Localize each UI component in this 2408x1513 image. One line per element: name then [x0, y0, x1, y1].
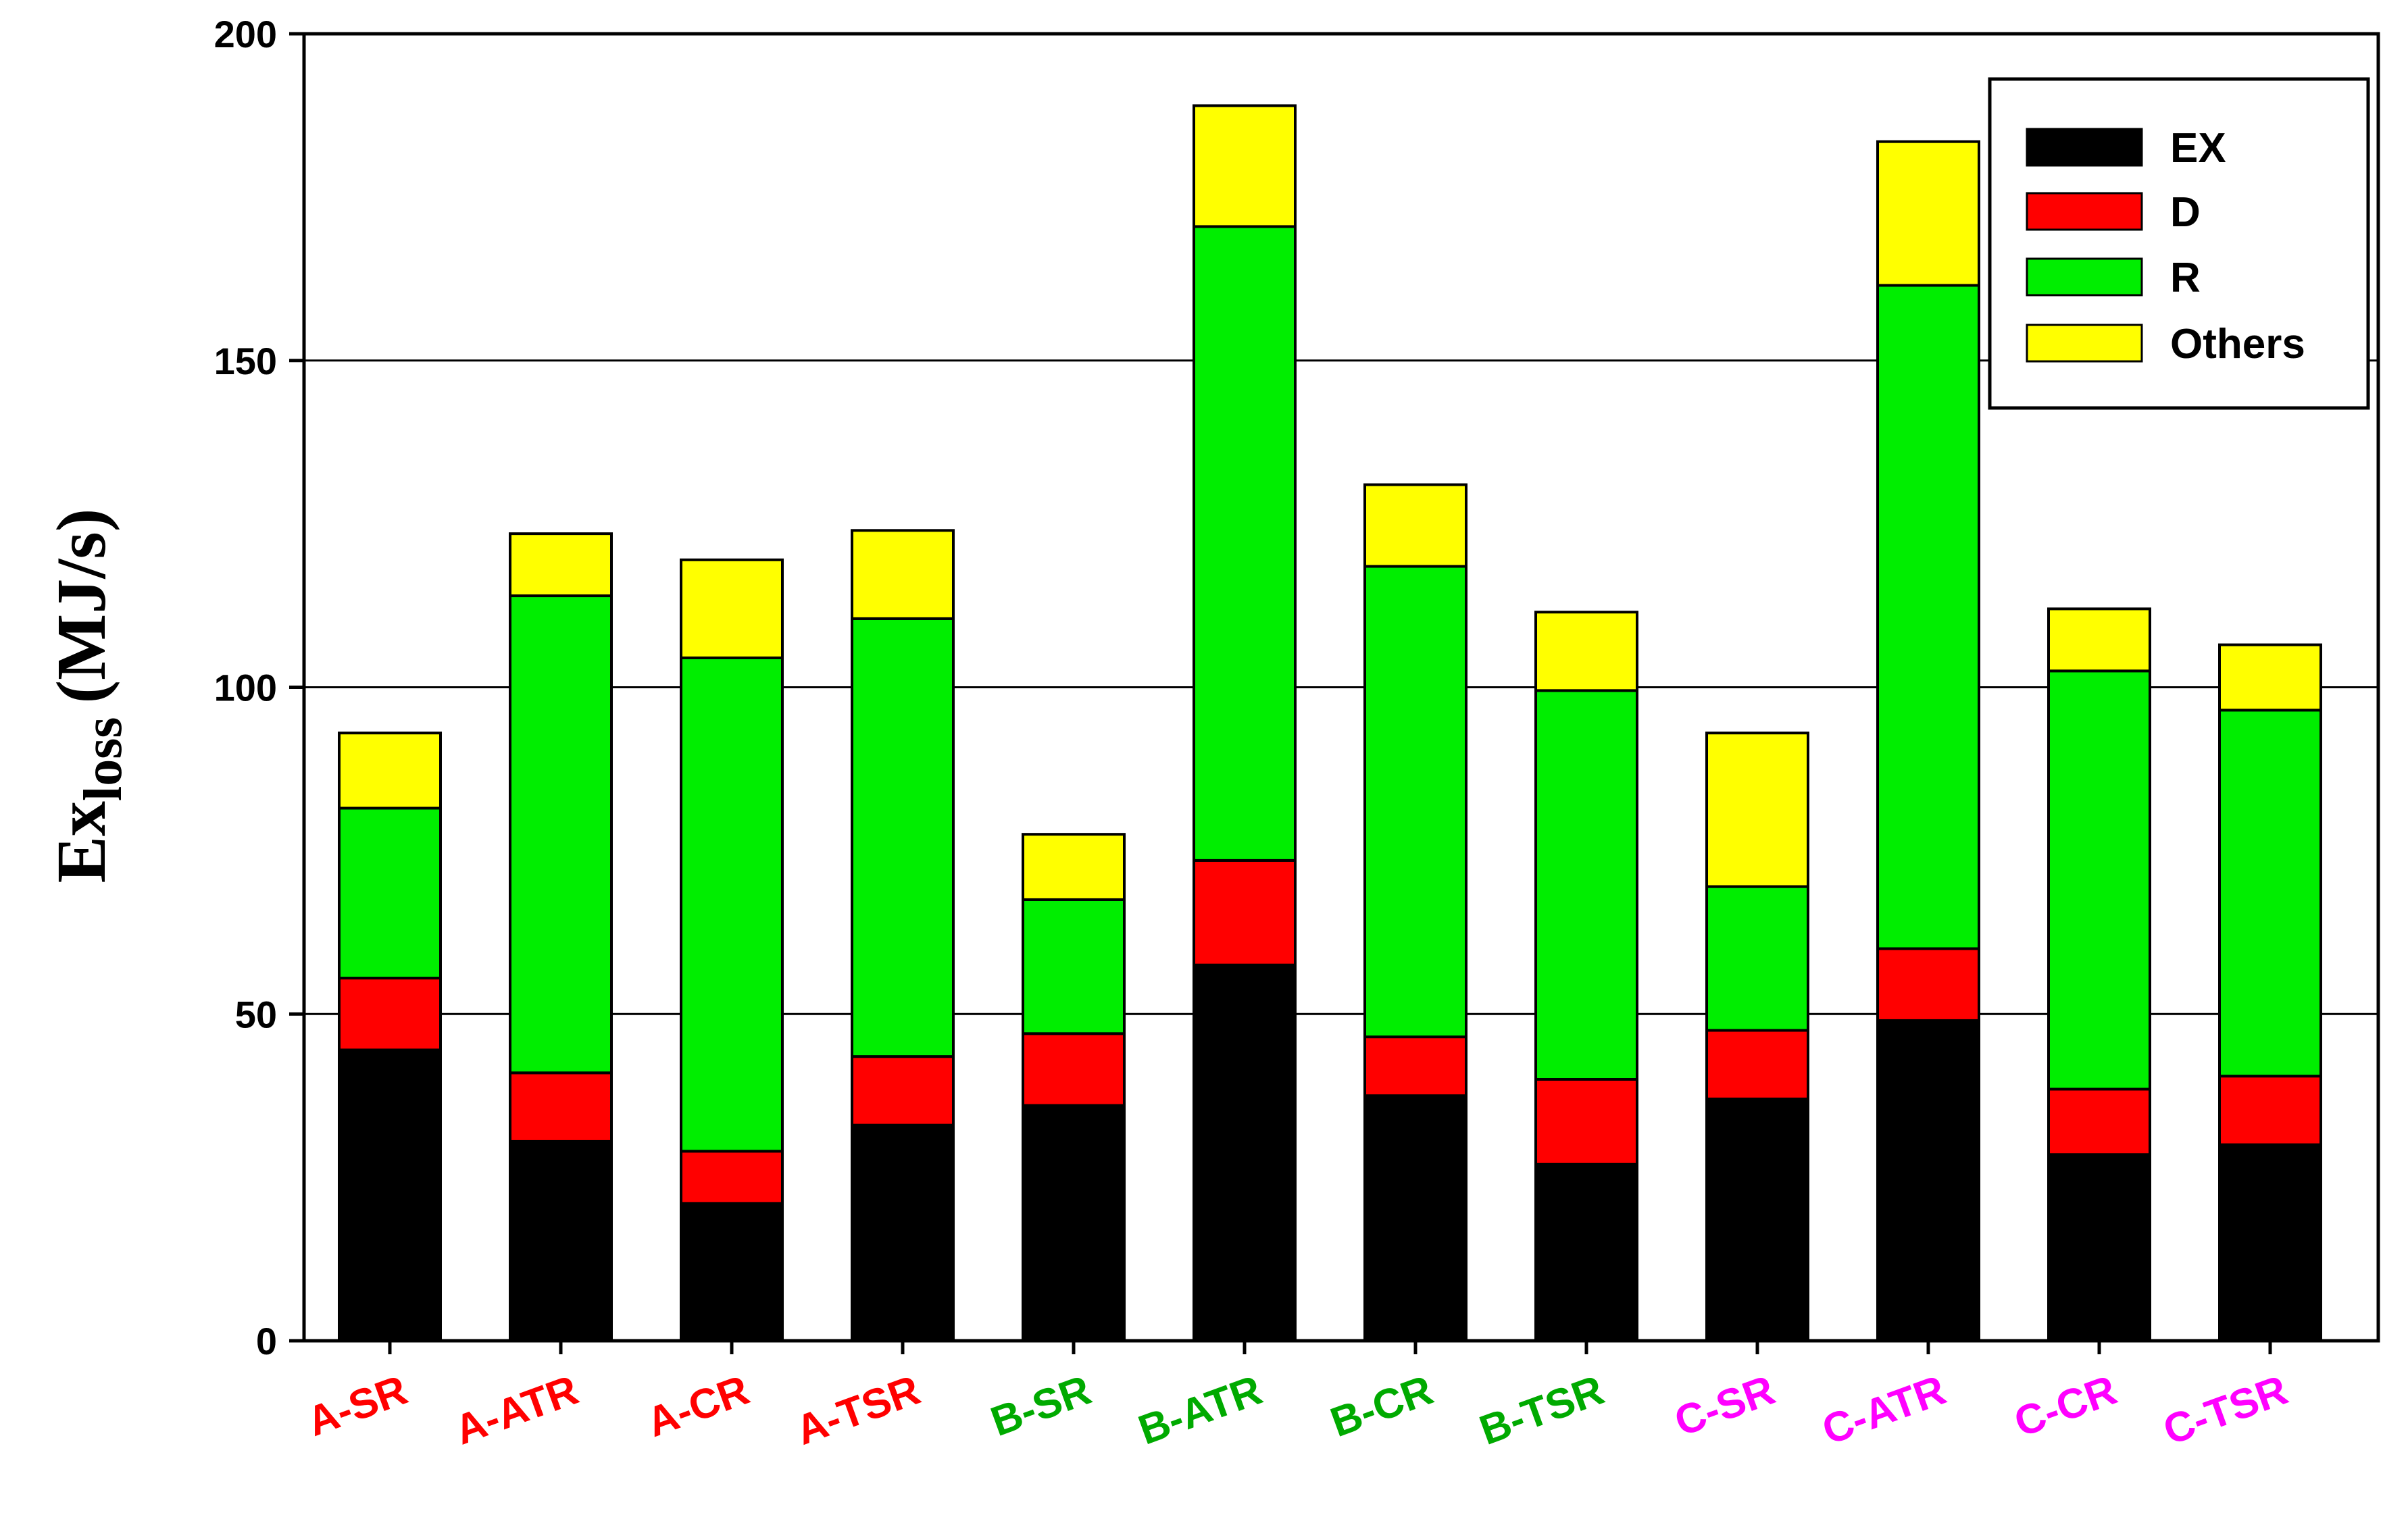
legend-label-R: R: [2170, 255, 2201, 301]
bar-B-CR-Others: [1363, 483, 1468, 568]
bar-A-SR-Others: [338, 732, 442, 810]
bar-B-CR-EX: [1363, 1094, 1468, 1342]
bar-A-CR-Others: [680, 558, 784, 659]
x-tick-label: C-CR: [2009, 1366, 2123, 1446]
legend-swatch-R: [2026, 257, 2143, 297]
legend-swatch-D: [2026, 192, 2143, 231]
bar-A-ATR-D: [509, 1071, 613, 1143]
bar-A-TSR-R: [851, 617, 955, 1058]
bar-C-CR-D: [2047, 1087, 2151, 1156]
x-tick-label: C-ATR: [1816, 1366, 1951, 1454]
bar-C-ATR-Others: [1876, 140, 1980, 287]
bar-B-ATR-R: [1193, 225, 1297, 862]
bar-C-SR-EX: [1705, 1098, 1809, 1343]
bar-B-SR-Others: [1022, 833, 1126, 901]
bar-B-SR-EX: [1022, 1104, 1126, 1342]
x-tick-label: A-SR: [301, 1366, 413, 1445]
y-axis-label-main: Ex: [43, 801, 120, 883]
bar-C-CR-R: [2047, 669, 2151, 1091]
bar-C-TSR-Others: [2218, 643, 2322, 712]
y-axis-label: Exloss (MJ/s): [43, 509, 133, 883]
bar-C-TSR-R: [2218, 709, 2322, 1078]
bar-A-ATR-Others: [509, 532, 613, 598]
bar-B-CR-D: [1363, 1035, 1468, 1098]
bar-C-SR-D: [1705, 1029, 1809, 1101]
legend-label-D: D: [2170, 189, 2201, 236]
y-axis-ticks: 0 50 100 150 200: [214, 13, 304, 1362]
bar-B-SR-R: [1022, 898, 1126, 1035]
y-tick-label: 0: [256, 1320, 277, 1362]
bar-A-ATR-EX: [509, 1139, 613, 1342]
x-tick-label: C-SR: [1669, 1366, 1781, 1445]
x-tick-label: B-CR: [1325, 1366, 1439, 1446]
bar-C-SR-Others: [1705, 732, 1809, 888]
x-tick-label: A-CR: [641, 1366, 755, 1446]
bar-A-SR-EX: [338, 1048, 442, 1343]
bar-C-TSR-EX: [2218, 1143, 2322, 1342]
y-tick-label: 50: [235, 993, 277, 1035]
x-tick-label: B-SR: [985, 1366, 1097, 1445]
x-tick-label: B-ATR: [1132, 1366, 1268, 1454]
bar-A-SR-R: [338, 806, 442, 980]
bar-C-TSR-D: [2218, 1075, 2322, 1146]
y-tick-label: 100: [214, 667, 277, 709]
y-tick-label: 150: [214, 340, 277, 382]
bar-C-SR-R: [1705, 885, 1809, 1032]
bar-B-ATR-D: [1193, 858, 1297, 967]
bar-C-CR-Others: [2047, 607, 2151, 673]
y-tick-label: 200: [214, 13, 277, 55]
y-axis-label-subscript: loss: [74, 717, 133, 801]
bar-B-TSR-D: [1534, 1078, 1638, 1166]
x-tick-label: B-TSR: [1474, 1366, 1610, 1454]
bar-B-SR-D: [1022, 1032, 1126, 1107]
legend-swatch-EX: [2026, 128, 2143, 167]
bar-A-CR-D: [680, 1150, 784, 1205]
x-tick-label: C-TSR: [2157, 1366, 2294, 1454]
x-tick-label: A-ATR: [449, 1366, 584, 1454]
bar-B-TSR-R: [1534, 689, 1638, 1081]
legend-swatch-Others: [2026, 324, 2143, 363]
y-axis-label-unit: (MJ/s): [43, 509, 120, 704]
legend-label-EX: EX: [2170, 125, 2226, 172]
bars: [338, 104, 2322, 1343]
bar-B-ATR-Others: [1193, 104, 1297, 228]
bar-B-ATR-EX: [1193, 963, 1297, 1342]
bar-A-TSR-D: [851, 1055, 955, 1127]
legend: EX DR Others: [1988, 77, 2370, 410]
bar-C-ATR-EX: [1876, 1019, 1980, 1343]
bar-A-TSR-Others: [851, 529, 955, 620]
legend-label-Others: Others: [2170, 321, 2305, 367]
bar-A-ATR-R: [509, 594, 613, 1075]
x-axis-labels: A-SR A-ATR A-CR A-TSR B-SR B-ATR B-CR B-TSR C-SR…: [301, 1341, 2294, 1454]
bar-B-TSR-Others: [1534, 611, 1638, 692]
bar-A-CR-EX: [680, 1202, 784, 1342]
bar-B-CR-R: [1363, 565, 1468, 1039]
bar-A-SR-D: [338, 977, 442, 1052]
bar-B-TSR-EX: [1534, 1162, 1638, 1343]
bar-A-CR-R: [680, 656, 784, 1153]
bar-C-ATR-D: [1876, 947, 1980, 1022]
bar-C-ATR-R: [1876, 284, 1980, 950]
x-tick-label: A-TSR: [790, 1366, 926, 1454]
bar-C-CR-EX: [2047, 1153, 2151, 1342]
bar-A-TSR-EX: [851, 1123, 955, 1342]
